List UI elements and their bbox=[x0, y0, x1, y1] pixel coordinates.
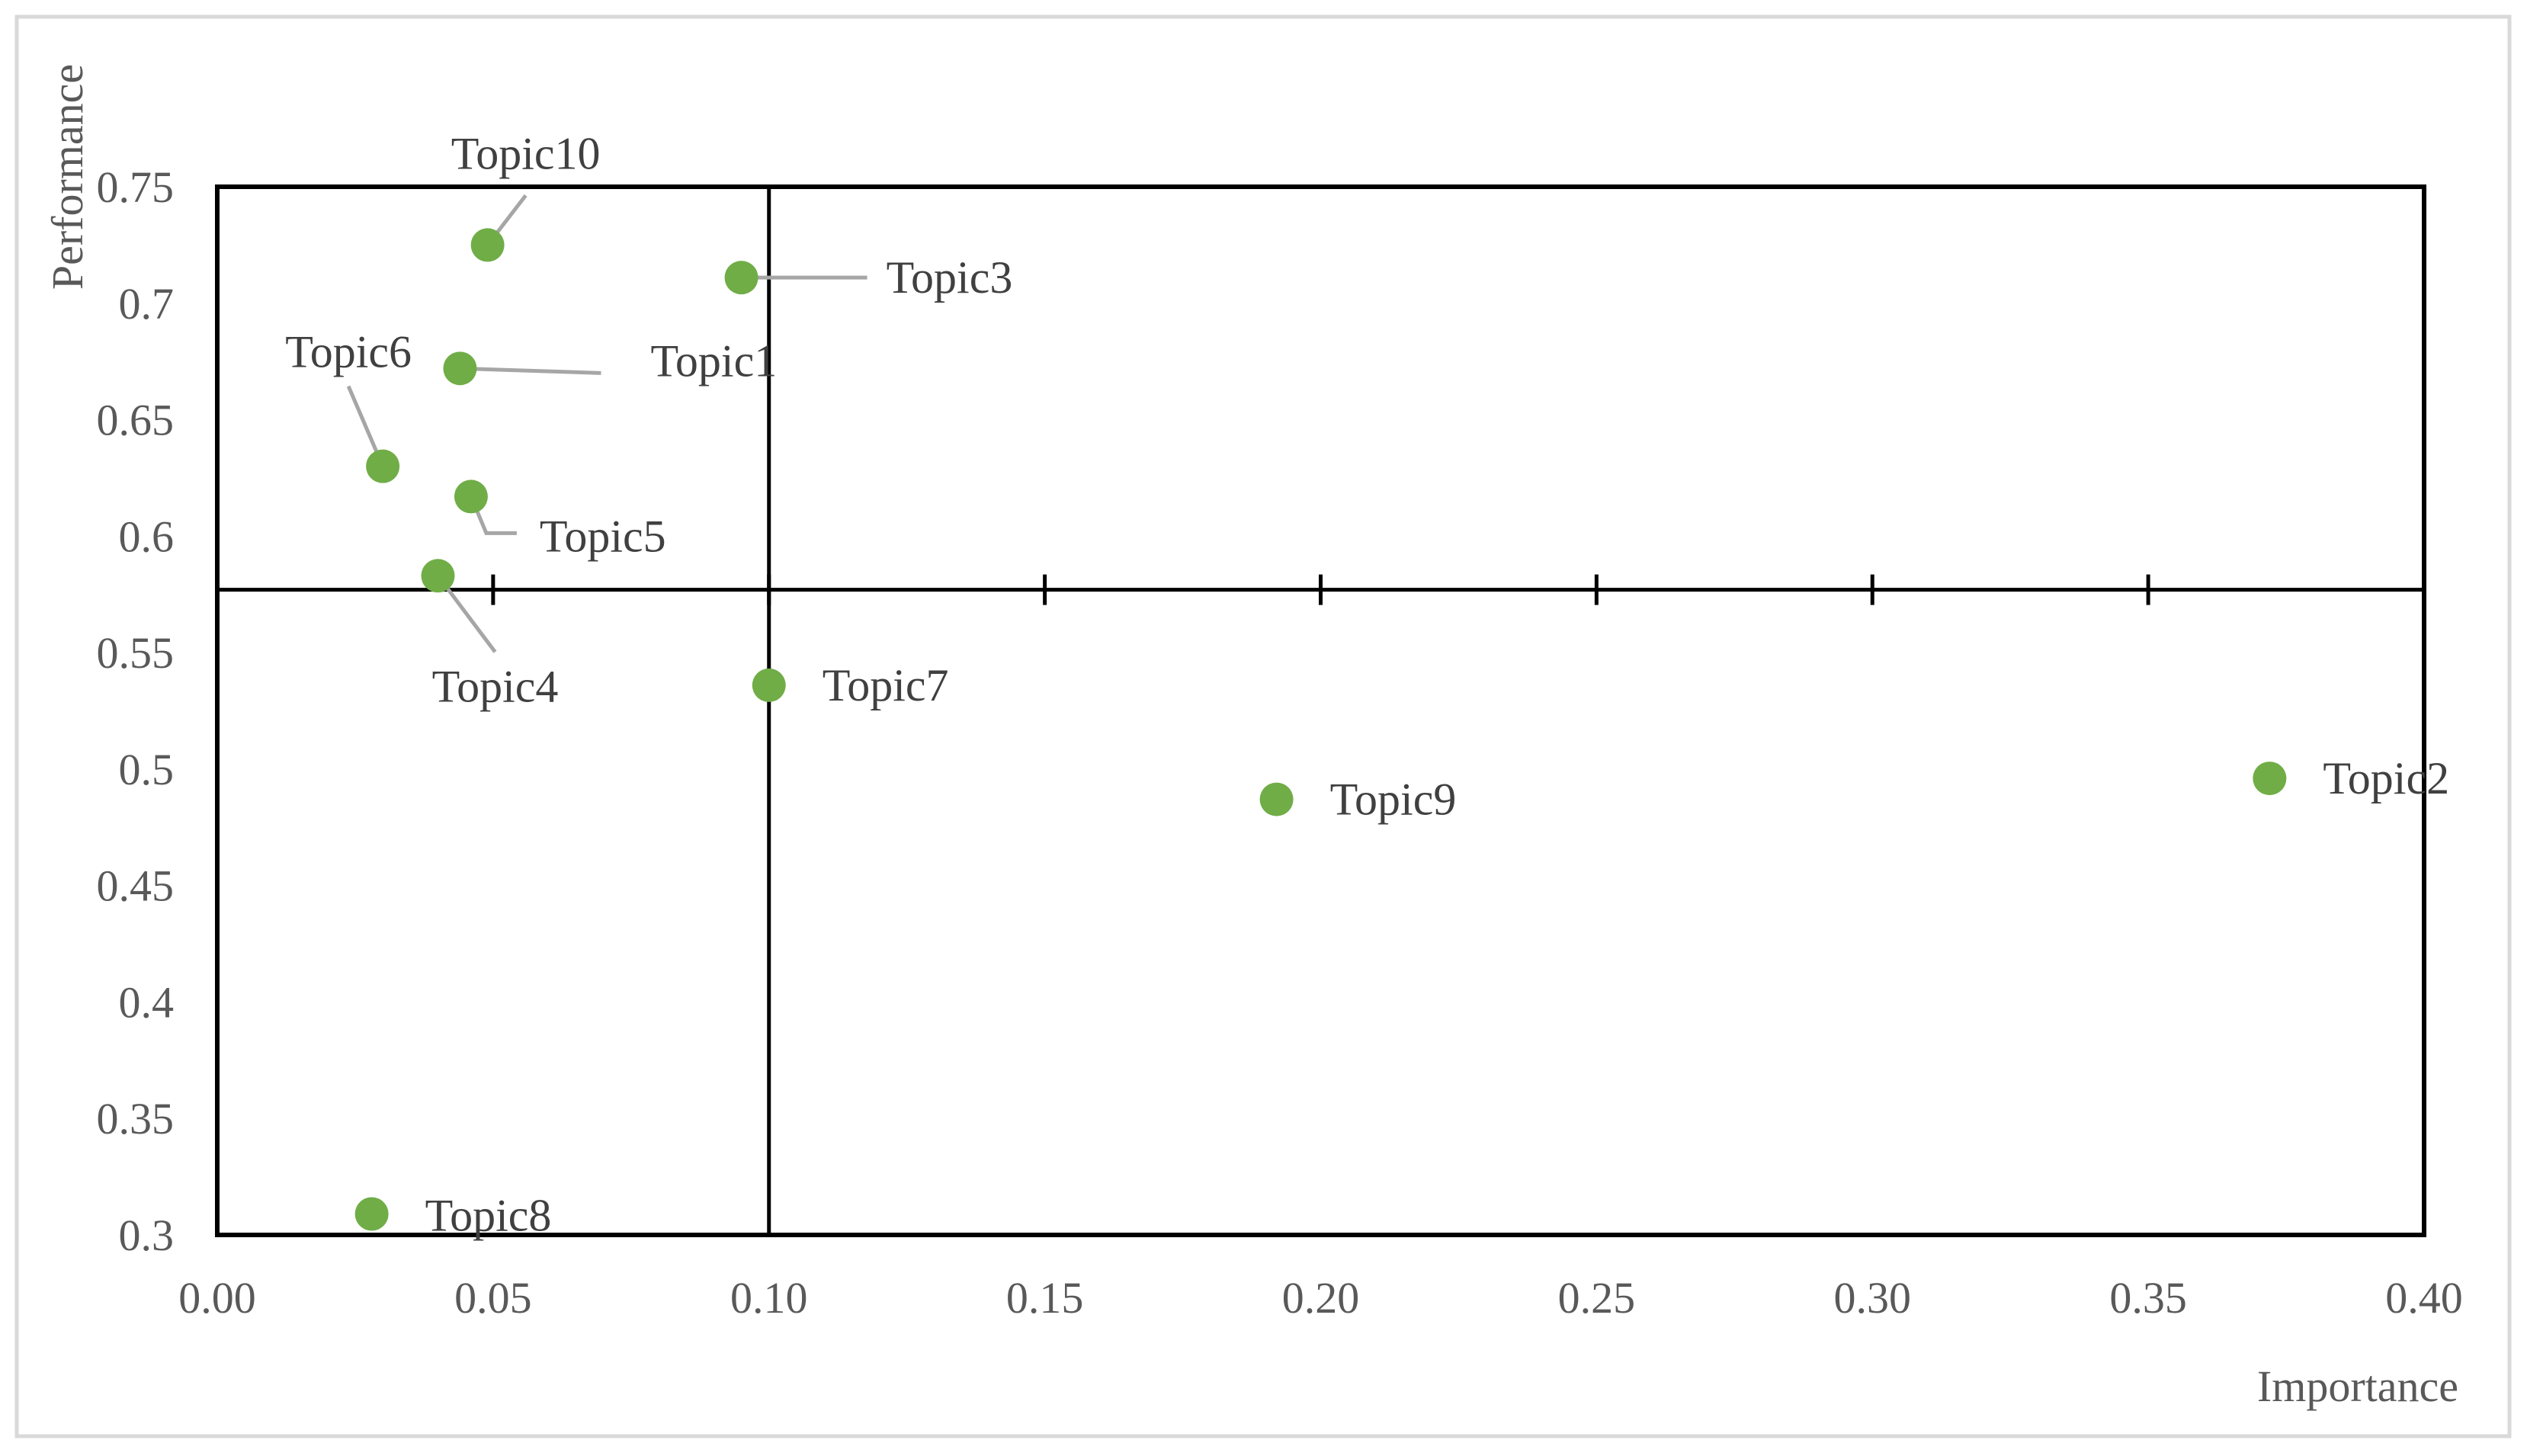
data-point bbox=[454, 479, 488, 514]
x-tick-label: 0.00 bbox=[178, 1273, 256, 1323]
x-axis-title: Importance bbox=[2257, 1361, 2458, 1411]
data-point bbox=[354, 1197, 389, 1231]
x-tick-label: 0.30 bbox=[1834, 1273, 1912, 1323]
leader-line bbox=[460, 366, 601, 375]
y-axis-title: Performance bbox=[43, 64, 92, 290]
x-tick-label: 0.10 bbox=[730, 1273, 808, 1323]
y-tick-label: 0.45 bbox=[97, 861, 175, 911]
y-tick-label: 0.35 bbox=[97, 1094, 175, 1143]
data-point-label: Topic10 bbox=[451, 128, 601, 178]
data-point-label: Topic9 bbox=[1330, 775, 1457, 825]
data-point bbox=[724, 261, 758, 295]
chart-border bbox=[14, 14, 2512, 1438]
data-point bbox=[1259, 782, 1294, 816]
data-point bbox=[366, 449, 400, 483]
y-tick-label: 0.6 bbox=[119, 512, 175, 561]
x-tick-label: 0.35 bbox=[2109, 1273, 2187, 1323]
data-point bbox=[752, 668, 786, 702]
plot-area-frame bbox=[215, 184, 2426, 1237]
data-point-label: Topic7 bbox=[823, 660, 949, 710]
data-point bbox=[2253, 762, 2287, 796]
x-tick-label: 0.15 bbox=[1006, 1273, 1084, 1323]
y-tick-label: 0.65 bbox=[97, 396, 175, 445]
y-axis-ticks: 0.3 0.35 0.4 0.45 0.5 0.55 0.6 0.65 0.7 0.75 bbox=[97, 162, 175, 1260]
data-point bbox=[421, 559, 455, 593]
y-tick-label: 0.55 bbox=[97, 628, 175, 678]
x-tick-label: 0.40 bbox=[2385, 1273, 2463, 1323]
data-point-label: Topic3 bbox=[887, 252, 1013, 303]
y-tick-label: 0.3 bbox=[119, 1211, 175, 1260]
y-tick-label: 0.4 bbox=[119, 977, 175, 1027]
x-tick-label: 0.20 bbox=[1282, 1273, 1360, 1323]
x-axis-ticks: 0.00 0.05 0.10 0.15 0.20 0.25 0.30 0.35 0.40 bbox=[178, 574, 2463, 1323]
x-tick-label: 0.25 bbox=[1558, 1273, 1636, 1323]
point-labels: Topic1 Topic2 Topic3 Topic4 Topic5 Topic6 Topi… bbox=[285, 128, 2449, 1240]
data-point-label: Topic4 bbox=[432, 661, 559, 711]
data-point-label: Topic5 bbox=[540, 511, 666, 561]
data-point-label: Topic1 bbox=[650, 335, 777, 386]
data-points bbox=[354, 228, 2287, 1231]
x-tick-label: 0.05 bbox=[454, 1273, 532, 1323]
data-point bbox=[443, 351, 477, 386]
data-point-label: Topic8 bbox=[425, 1191, 552, 1241]
y-tick-label: 0.5 bbox=[119, 745, 175, 794]
y-tick-label: 0.75 bbox=[97, 162, 175, 212]
data-point bbox=[470, 228, 505, 262]
y-tick-label: 0.7 bbox=[119, 279, 175, 329]
data-point-label: Topic2 bbox=[2323, 753, 2449, 803]
data-point-label: Topic6 bbox=[285, 327, 412, 377]
